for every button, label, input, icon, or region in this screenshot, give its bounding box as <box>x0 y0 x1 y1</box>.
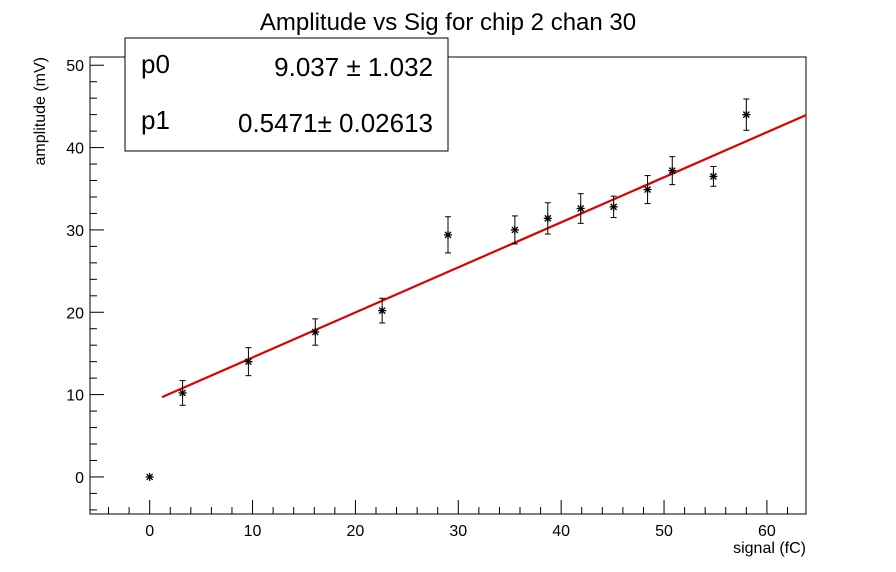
stats-p1-label: p1 <box>141 105 170 135</box>
y-tick-label: 20 <box>66 305 84 322</box>
y-tick-label: 10 <box>66 388 84 405</box>
point-marker <box>378 307 386 315</box>
data-point <box>609 195 618 219</box>
y-axis-ticks <box>90 64 104 511</box>
x-tick-label: 40 <box>552 523 570 540</box>
data-point <box>709 166 718 187</box>
point-marker <box>668 167 676 175</box>
point-marker <box>511 226 519 234</box>
y-tick-label: 50 <box>66 58 84 75</box>
x-axis-tick-labels: 0 10 20 30 40 50 60 <box>145 523 776 540</box>
fit-line <box>161 114 807 399</box>
data-point <box>510 215 519 245</box>
stats-p1-value: 0.5471± 0.02613 <box>238 108 433 138</box>
chart-title: Amplitude vs Sig for chip 2 chan 30 <box>260 9 636 36</box>
point-marker <box>742 111 750 119</box>
x-tick-label: 30 <box>449 523 467 540</box>
point-marker <box>244 358 252 366</box>
data-points-layer <box>145 98 751 481</box>
data-point <box>178 380 187 406</box>
x-tick-label: 50 <box>655 523 673 540</box>
x-axis-ticks <box>108 500 788 514</box>
fit-line-layer <box>161 114 807 399</box>
data-point <box>311 318 320 346</box>
point-marker <box>709 172 717 180</box>
point-marker <box>644 186 652 194</box>
data-point <box>145 472 154 481</box>
stats-box-frame <box>124 37 449 152</box>
data-point <box>742 98 751 131</box>
data-point <box>378 297 387 324</box>
y-tick-label: 0 <box>75 470 84 487</box>
x-tick-label: 20 <box>347 523 365 540</box>
y-axis-label: amplitude (mV) <box>32 57 49 165</box>
point-marker <box>146 473 154 481</box>
point-marker <box>444 231 452 239</box>
y-tick-label: 40 <box>66 141 84 158</box>
point-marker <box>544 214 552 222</box>
y-axis-tick-labels: 0 10 20 30 40 50 <box>66 58 84 487</box>
data-point <box>543 202 552 235</box>
data-point <box>244 347 253 377</box>
stats-p0-value: 9.037 ± 1.032 <box>274 52 433 82</box>
stats-p0-label: p0 <box>141 49 170 79</box>
fit-stats-box: p0 9.037 ± 1.032 p1 0.5471± 0.02613 <box>124 37 449 152</box>
x-tick-label: 0 <box>145 523 154 540</box>
data-point <box>668 156 677 186</box>
point-marker <box>610 203 618 211</box>
data-point <box>444 216 452 254</box>
x-axis-label: signal (fC) <box>733 540 806 557</box>
y-tick-label: 30 <box>66 223 84 240</box>
x-tick-label: 60 <box>758 523 776 540</box>
point-marker <box>179 389 187 397</box>
point-marker <box>577 205 585 212</box>
data-point <box>643 175 652 205</box>
x-tick-label: 10 <box>244 523 262 540</box>
data-point <box>576 193 585 224</box>
point-marker <box>311 328 319 336</box>
